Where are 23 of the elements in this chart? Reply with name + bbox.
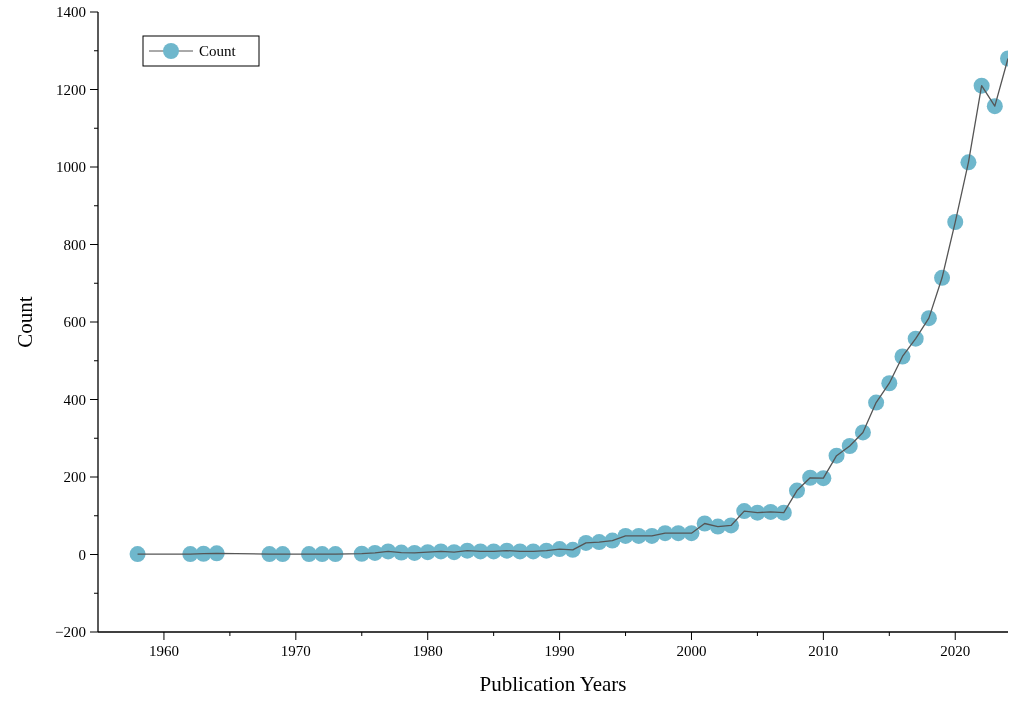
point: [208, 545, 225, 562]
y-tick-label: 800: [63, 236, 86, 253]
point: [775, 504, 792, 521]
y-tick-label: 600: [63, 314, 86, 331]
point: [920, 310, 937, 327]
legend-label: Count: [199, 43, 237, 60]
x-tick-label: 2010: [808, 643, 839, 659]
y-tick-label: −200: [55, 624, 86, 641]
y-tick-label: 400: [63, 391, 86, 408]
y-tick-label: 1000: [56, 159, 86, 176]
y-tick-label: 200: [63, 469, 86, 486]
y-tick-label: 0: [78, 546, 86, 563]
x-tick-label: 2020: [940, 643, 971, 659]
y-tick-label: 1200: [56, 81, 86, 98]
x-tick-label: 1990: [544, 643, 575, 659]
y-axis-title: Count: [13, 296, 37, 348]
x-tick-label: 1960: [148, 643, 179, 659]
x-tick-label: 1980: [412, 643, 443, 659]
x-axis-title: Publication Years: [479, 672, 627, 696]
y-tick-label: 1400: [56, 4, 86, 21]
point: [129, 546, 146, 563]
x-tick-label: 2000: [676, 643, 707, 659]
x-tick-label: 1970: [280, 643, 311, 659]
